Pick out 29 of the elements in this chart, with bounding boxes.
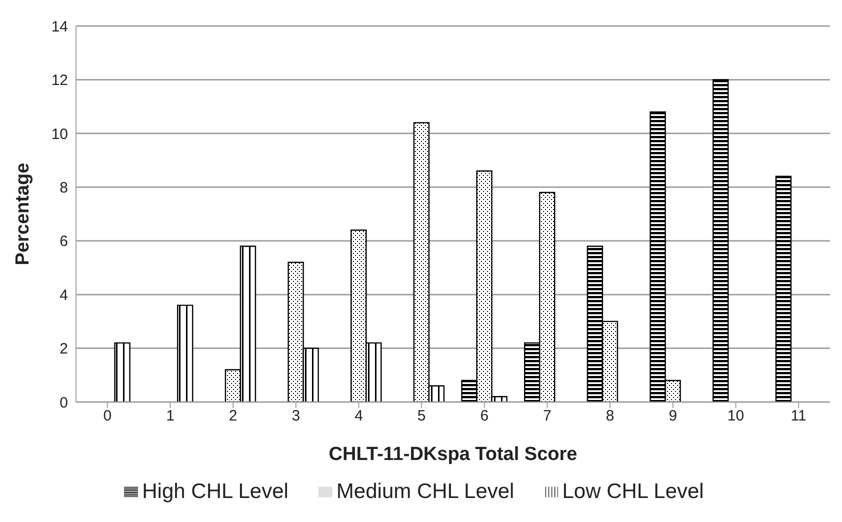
bar — [177, 304, 194, 402]
x-tick-label: 9 — [668, 408, 678, 425]
legend-label: Low CHL Level — [562, 480, 704, 503]
y-tick-label: 14 — [51, 18, 68, 36]
x-tick-label: 6 — [480, 408, 489, 425]
x-tick-label: 1 — [166, 408, 174, 425]
x-tick-label: 3 — [292, 408, 300, 425]
x-tick-label: 4 — [354, 408, 363, 425]
x-axis-title: CHLT-11-DKspa Total Score — [328, 444, 578, 465]
y-tick-label: 12 — [51, 72, 68, 90]
x-tick-label: 2 — [228, 408, 238, 425]
x-tick-label: 0 — [103, 408, 112, 425]
x-tick-label: 7 — [543, 408, 552, 425]
bar — [712, 79, 729, 402]
y-tick-label: 6 — [60, 233, 68, 250]
legend-label: Medium CHL Level — [336, 480, 514, 503]
legend-label: High CHL Level — [142, 480, 288, 503]
x-tick-label: 8 — [606, 408, 614, 425]
bar — [114, 342, 130, 402]
y-tick-label: 0 — [60, 394, 68, 412]
bar — [775, 176, 792, 402]
y-tick-label: 10 — [51, 126, 68, 143]
y-tick-label: 2 — [60, 340, 68, 358]
y-tick-label: 4 — [60, 286, 68, 304]
x-tick-label: 10 — [727, 408, 744, 425]
y-axis-title: Percentage — [12, 162, 34, 266]
x-tick-label: 11 — [790, 408, 806, 425]
y-tick-label: 8 — [60, 179, 68, 196]
x-tick-label: 5 — [417, 408, 426, 425]
